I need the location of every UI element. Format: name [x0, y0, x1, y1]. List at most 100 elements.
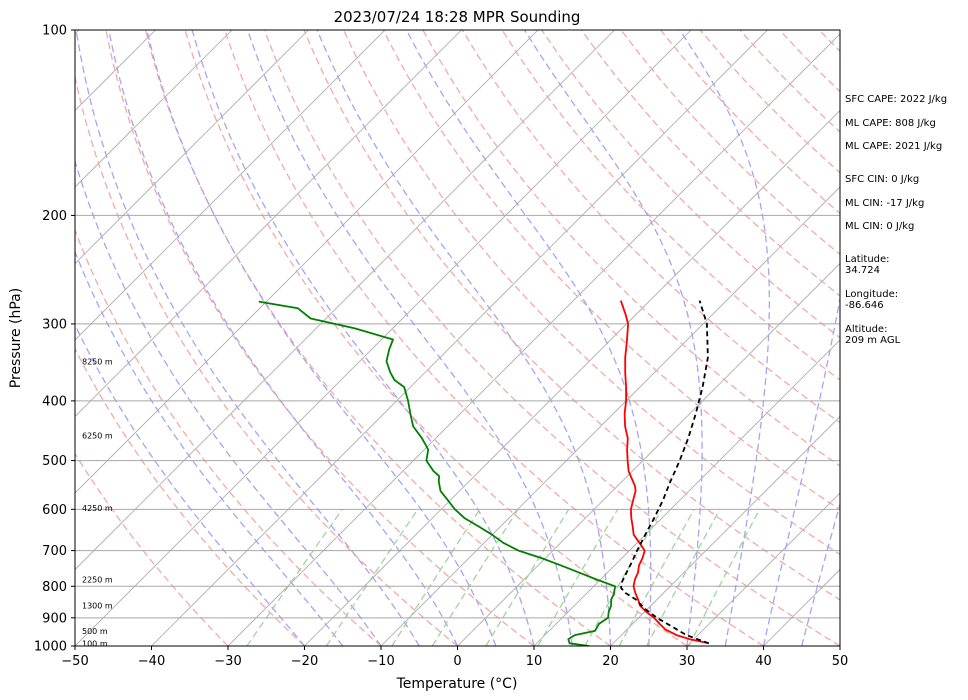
moist-adiabat-line [108, 30, 459, 646]
isotherm-line [75, 30, 692, 646]
ml-cape-text: ML CAPE: 808 J/kg [845, 118, 936, 129]
moist-adiabat-line [801, 501, 840, 646]
dewpoint-profile-line [258, 300, 616, 646]
chart-title: 2023/07/24 18:28 MPR Sounding [334, 8, 581, 26]
height-label: 8250 m [82, 357, 113, 366]
isobar-lines [75, 214, 840, 619]
height-label: 6250 m [82, 431, 113, 440]
y-tick-label: 200 [42, 209, 67, 224]
isotherm-line [533, 339, 840, 646]
height-labels: 8250 m 6250 m 4250 m 2250 m 1300 m 500 m 100 m [82, 357, 113, 648]
isotherm-line [151, 30, 768, 646]
dry-adiabat-line [422, 30, 840, 467]
isotherm-line [610, 415, 840, 646]
dry-adiabat-line [501, 30, 840, 381]
dry-adiabat-line [541, 30, 840, 339]
x-axis-title: Temperature (°C) [396, 676, 518, 692]
sfc-cin-text: SFC CIN: 0 J/kg [845, 174, 919, 185]
x-tick-label: −40 [138, 654, 165, 669]
ml-cin-text-2: ML CIN: 0 J/kg [845, 221, 914, 232]
info-panel: SFC CAPE: 2022 J/kg ML CAPE: 808 J/kg ML… [845, 94, 947, 346]
isotherm-line [457, 262, 840, 646]
y-tick-label: 400 [42, 394, 67, 409]
x-tick-label: 20 [602, 654, 619, 669]
isotherm-line [75, 30, 539, 494]
parcel-profile-line [620, 300, 710, 645]
dry-adiabat-line [263, 30, 840, 646]
height-label: 2250 m [82, 576, 113, 585]
longitude-value: -86.646 [845, 300, 884, 311]
ml-cin-text: ML CIN: -17 J/kg [845, 198, 924, 209]
moist-adiabat-line [246, 30, 573, 646]
x-tick-label: −20 [291, 654, 318, 669]
isotherm-line [686, 492, 840, 646]
dry-adiabat-line [75, 452, 229, 646]
height-label: 4250 m [82, 504, 113, 513]
background-reference-lines [75, 30, 840, 646]
dry-adiabat-line [144, 30, 611, 646]
dry-adiabat-line [75, 228, 382, 646]
x-tick-label: 50 [832, 654, 849, 669]
y-axis-ticks: 100 200 300 400 500 600 700 800 900 1000 [34, 24, 75, 655]
dry-adiabat-line [382, 30, 840, 511]
latitude-value: 34.724 [845, 265, 880, 276]
moist-adiabat-line [75, 30, 420, 646]
dry-adiabat-line [224, 30, 764, 646]
dry-adiabat-line [184, 30, 688, 646]
dry-adiabat-line [343, 30, 840, 556]
x-tick-label: 10 [526, 654, 543, 669]
y-tick-label: 800 [42, 580, 67, 595]
moist-adiabat-line [191, 30, 535, 646]
moist-adiabat-line [146, 30, 497, 646]
temperature-profile-line [619, 300, 709, 645]
moist-adiabat-line [75, 323, 306, 646]
dry-adiabat-line [75, 74, 458, 646]
longitude-label: Longitude: [845, 289, 898, 300]
isotherm-line [227, 33, 840, 646]
dry-adiabat-line [303, 30, 840, 601]
dry-adiabat-line [580, 30, 840, 297]
height-label: 100 m [82, 639, 108, 648]
sounding-profiles [258, 300, 710, 646]
moist-adiabat-line [405, 30, 652, 646]
dry-adiabat-line [461, 30, 840, 424]
y-tick-label: 100 [42, 24, 67, 39]
height-label: 500 m [82, 627, 108, 636]
x-tick-label: 0 [453, 654, 461, 669]
x-tick-label: −50 [61, 654, 88, 669]
y-tick-label: 300 [42, 317, 67, 332]
isotherm-line [304, 109, 840, 646]
ml-cape-text-2: ML CAPE: 2021 J/kg [845, 141, 942, 152]
x-tick-label: 40 [755, 654, 772, 669]
latitude-label: Latitude: [845, 254, 890, 265]
y-tick-label: 600 [42, 503, 67, 518]
x-tick-label: −10 [367, 654, 394, 669]
isotherm-line [75, 30, 386, 341]
isotherm-line [75, 30, 309, 265]
y-tick-label: 900 [42, 611, 67, 626]
sfc-cape-text: SFC CAPE: 2022 J/kg [845, 94, 947, 105]
x-axis-ticks: −50 −40 −30 −20 −10 0 10 20 30 40 50 [61, 646, 848, 669]
dry-adiabat-line [105, 30, 535, 646]
isotherm-line [75, 30, 462, 418]
isotherm-line [380, 186, 840, 646]
altitude-value: 209 m AGL [845, 335, 901, 346]
moist-adiabat-line [316, 30, 612, 646]
altitude-label: Altitude: [845, 324, 887, 335]
isotherm-line [75, 30, 233, 188]
moist-adiabat-line [762, 294, 840, 646]
moist-adiabat-line [523, 30, 703, 646]
moist-adiabat-line [75, 159, 382, 646]
x-tick-label: −30 [214, 654, 241, 669]
dry-adiabat-line [75, 347, 305, 646]
height-label: 1300 m [82, 602, 113, 611]
y-axis-title: Pressure (hPa) [8, 288, 24, 388]
y-tick-label: 500 [42, 454, 67, 469]
y-tick-label: 1000 [34, 640, 67, 655]
y-tick-label: 700 [42, 544, 67, 559]
moist-adiabat-line [679, 30, 771, 646]
isotherm-line [75, 30, 615, 571]
x-tick-label: 30 [679, 654, 696, 669]
moist-adiabat-line [75, 250, 344, 646]
